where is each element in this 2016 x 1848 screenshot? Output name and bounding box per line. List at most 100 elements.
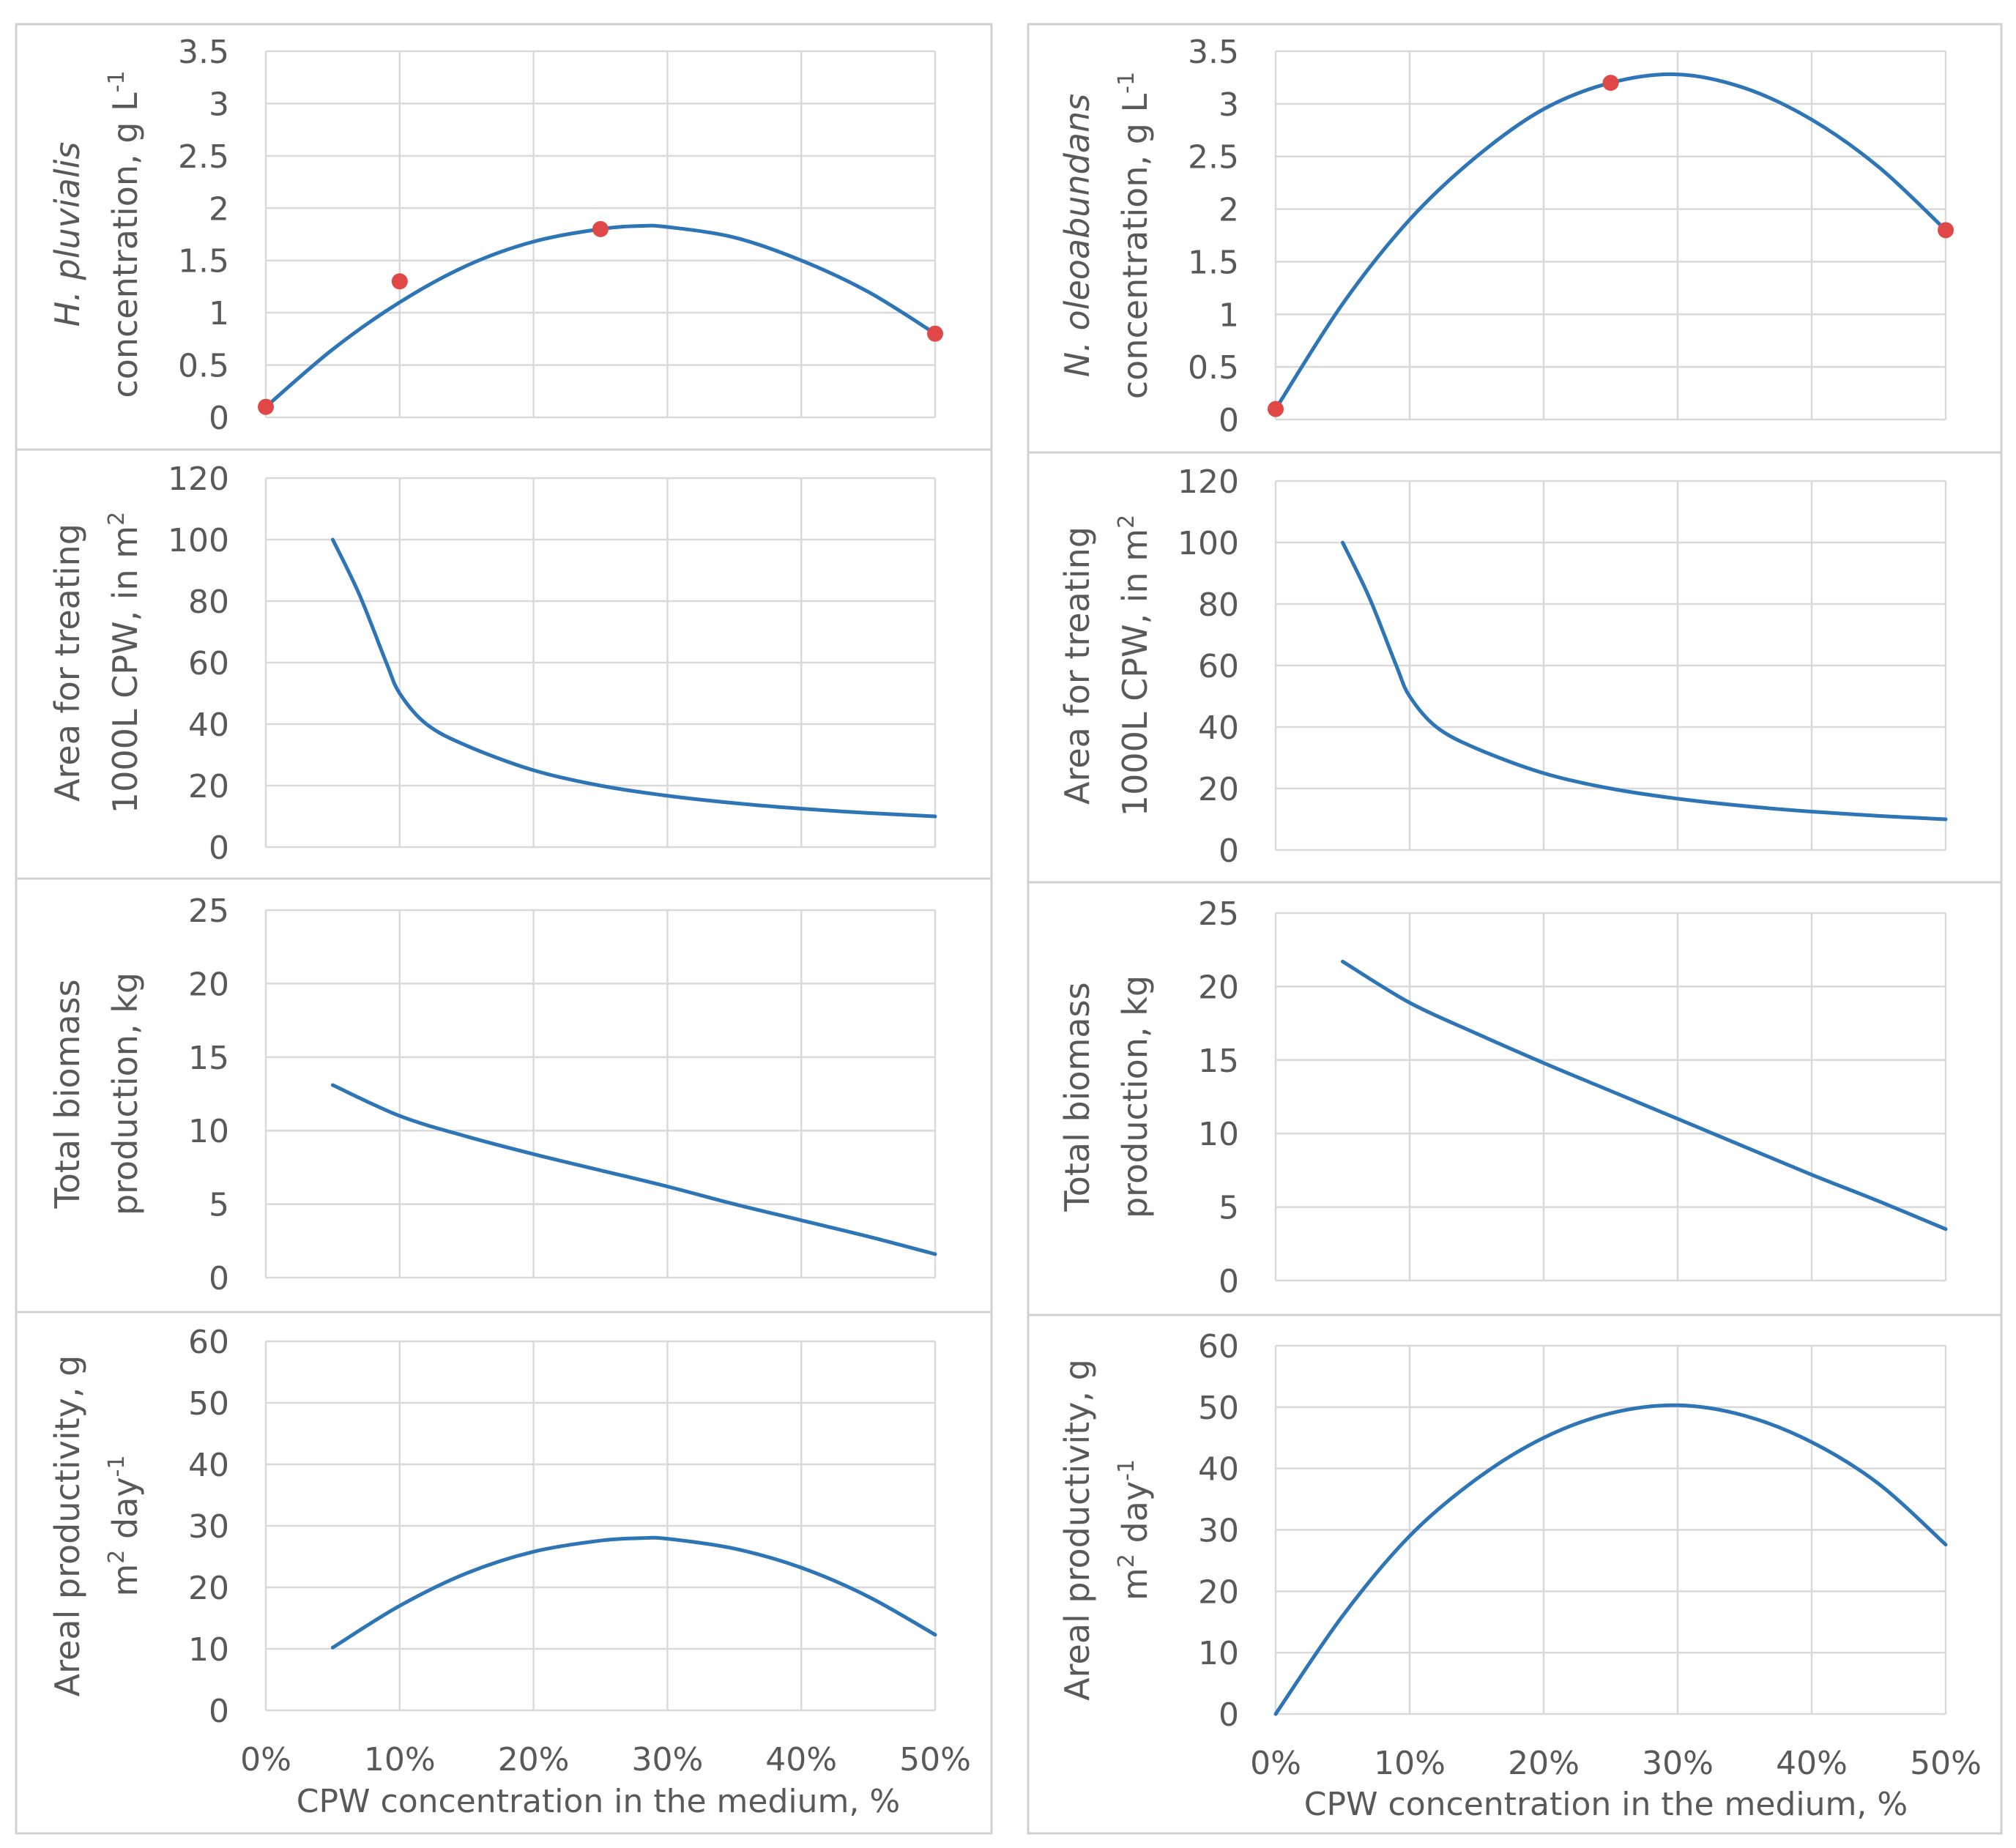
y-label-text: day [1115,1481,1155,1554]
x-tick-label: 0% [1250,1745,1301,1782]
series-line-productivity [1273,1403,1948,1716]
y-tick-label: 0.5 [1188,349,1239,387]
panel-borders [15,23,2003,1835]
y-tick-label: 5 [1219,1190,1239,1227]
species-name: H. pluvialis [48,142,87,327]
x-tick-label: 40% [765,1741,837,1778]
chart-right-3: 0 5 10 15 20 25 Total biomass production, kg [1057,895,1948,1300]
data-point [1268,400,1284,417]
y-tick-label: 2.5 [1188,139,1239,176]
y-axis-label-line2: production, kg [105,972,145,1215]
chart-right-1: 0 0.5 1 1.5 2 2.5 3 3.5 N. oleoabundans concentra… [1057,34,1954,439]
x-tick-label: 20% [498,1741,570,1778]
y-axis-label-line1: H. pluvialis [48,142,87,327]
y-tick-label: 100 [168,522,229,559]
y-axis-label-line2: concentration, g L-1 [1114,72,1155,399]
y-tick-label: 40 [188,707,229,744]
y-tick-label: 3.5 [1188,34,1239,71]
y-label-superscript: -1 [1114,72,1139,94]
y-tick-label: 15 [1198,1043,1239,1080]
chart-left-2: 0 20 40 60 80 100 120 Area for treating 1000L CP… [48,461,937,867]
y-tick-label: 60 [188,645,229,682]
y-axis-label-line2: production, kg [1115,975,1155,1218]
y-tick-label: 25 [1198,895,1239,933]
y-tick-label: 40 [1198,709,1239,747]
chart-left-1: 0 0.5 1 1.5 2 2.5 3 3.5 H. pluvialis concentratio… [48,34,943,437]
x-axis-title-left: CPW concentration in the medium, % [297,1783,900,1820]
y-tick-label: 20 [188,1570,229,1607]
y-axis-label-line1: Area for treating [48,524,87,802]
y-axis-label-line2: 1000L CPW, in m2 [1114,515,1155,816]
y-label-text: m [1115,1568,1155,1601]
y-tick-label: 20 [1198,969,1239,1006]
y-label-superscript: -1 [1114,1459,1139,1481]
y-axis-label-line1: Total biomass [1057,982,1097,1212]
x-tick-label: 0% [240,1741,291,1778]
y-tick-label: 10 [1198,1116,1239,1153]
y-tick-label: 5 [209,1187,229,1224]
y-label-text: 1000L CPW, in m [105,526,145,813]
y-axis-label-line2: m2 day-1 [1114,1459,1155,1601]
y-label-text: concentration, g L [1115,93,1155,399]
y-tick-label: 40 [1198,1451,1239,1489]
y-tick-label: 120 [1178,463,1239,501]
data-point [391,273,408,290]
y-tick-label: 2 [209,190,229,228]
y-tick-label: 2.5 [178,138,229,176]
y-tick-label: 40 [188,1447,229,1484]
y-axis-label-line2: m2 day-1 [104,1455,145,1596]
series-line-area [330,537,937,819]
data-point [1938,222,1954,239]
y-tick-label: 0 [1219,1696,1239,1734]
y-label-superscript: 2 [1114,515,1139,529]
x-tick-label: 50% [899,1741,971,1778]
species-name: N. oleoabundans [1057,94,1097,377]
series-line-area [1341,540,1948,821]
y-axis-label-line1: Areal productivity, g [1057,1359,1097,1701]
y-tick-label: 120 [168,461,229,498]
y-tick-label: 0 [209,1260,229,1297]
series-line-biomass [330,1083,937,1256]
y-tick-label: 20 [188,768,229,805]
y-label-text: m [105,1564,145,1597]
y-tick-label: 3 [209,86,229,123]
x-axis-title-right: CPW concentration in the medium, % [1304,1786,1908,1823]
y-tick-label: 1 [1219,297,1239,334]
x-tick-label: 30% [632,1741,704,1778]
y-label-text: concentration, g L [105,92,145,398]
chart-left-3: 0 5 10 15 20 25 Total biomass production, kg [48,893,937,1297]
y-tick-label: 60 [188,1324,229,1361]
y-tick-label: 1.5 [178,243,229,280]
y-tick-label: 0 [1219,1263,1239,1300]
series-line-fit [264,223,937,409]
y-tick-label: 30 [188,1508,229,1546]
y-tick-label: 20 [1198,1573,1239,1611]
y-tick-label: 0 [209,830,229,867]
y-axis-label-line1: Total biomass [48,979,87,1209]
y-axis-label-line2: concentration, g L-1 [104,70,145,398]
panel-frame-left [15,23,993,1835]
series-line-fit [1273,72,1948,411]
y-tick-label: 60 [1198,1328,1239,1365]
y-tick-label: 30 [1198,1513,1239,1550]
series-line-biomass [1341,959,1948,1232]
y-tick-label: 50 [1198,1390,1239,1427]
y-tick-label: 10 [188,1631,229,1669]
y-label-superscript: 2 [1114,1554,1139,1568]
y-tick-label: 0 [209,1693,229,1730]
data-point [592,220,609,237]
y-tick-label: 10 [188,1113,229,1150]
y-tick-label: 20 [188,966,229,1003]
y-tick-label: 100 [1178,525,1239,562]
y-label-superscript: -1 [104,70,130,92]
series-line-productivity [330,1535,937,1650]
data-point [258,398,274,415]
y-tick-label: 2 [1219,192,1239,229]
data-point [927,325,943,342]
y-label-superscript: 2 [104,1550,130,1564]
panel-frame-right [1027,23,2003,1835]
x-tick-label: 20% [1508,1745,1580,1782]
y-tick-label: 10 [1198,1635,1239,1672]
y-tick-label: 15 [188,1040,229,1077]
